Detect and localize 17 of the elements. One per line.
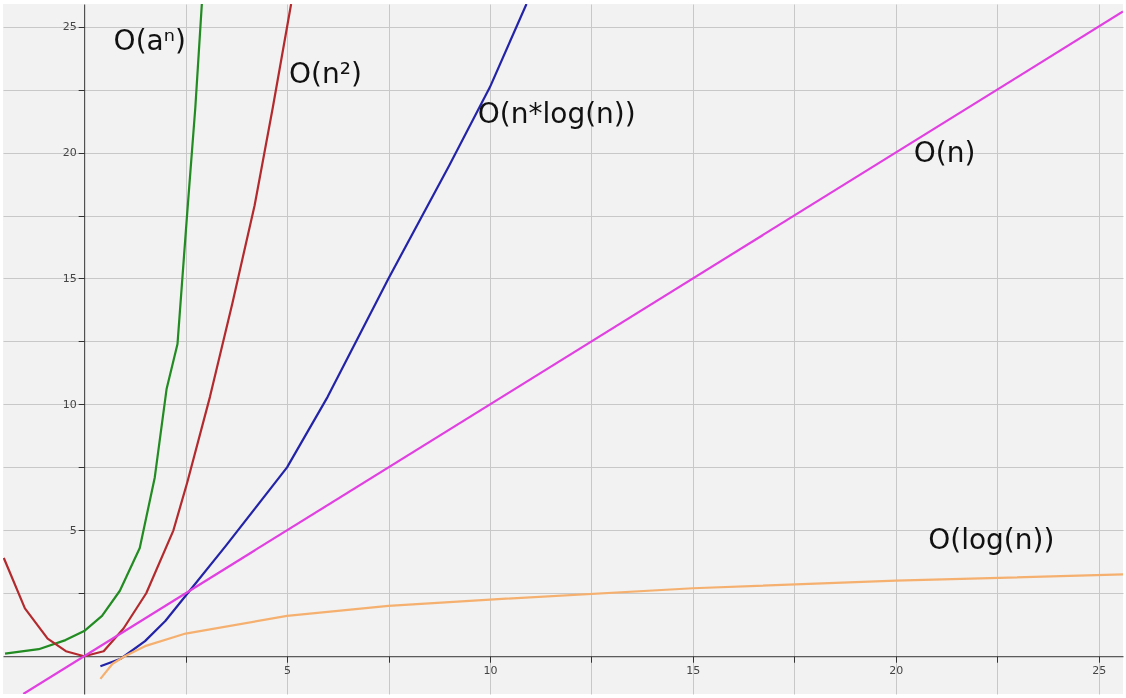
annotation: O(aⁿ)	[113, 23, 186, 57]
x-tick-label: 20	[889, 663, 904, 677]
y-tick-label: 20	[62, 146, 77, 160]
line-series	[3, 4, 203, 655]
annotation: O(n)	[913, 135, 976, 169]
y-tick-label: 15	[62, 271, 77, 285]
x-tick-label: 25	[1092, 663, 1107, 677]
annotation: O(n²)	[288, 56, 362, 90]
line-series	[99, 573, 1123, 680]
x-tick-label: 10	[483, 663, 498, 677]
y-tick-label: 10	[62, 397, 77, 411]
x-tick-label: 5	[284, 663, 292, 677]
annotation: O(n*log(n))	[477, 96, 636, 130]
annotation: O(log(n))	[928, 523, 1055, 557]
y-tick-label: 5	[69, 523, 77, 537]
x-tick-label: 15	[686, 663, 701, 677]
y-tick-label: 25	[62, 20, 77, 34]
